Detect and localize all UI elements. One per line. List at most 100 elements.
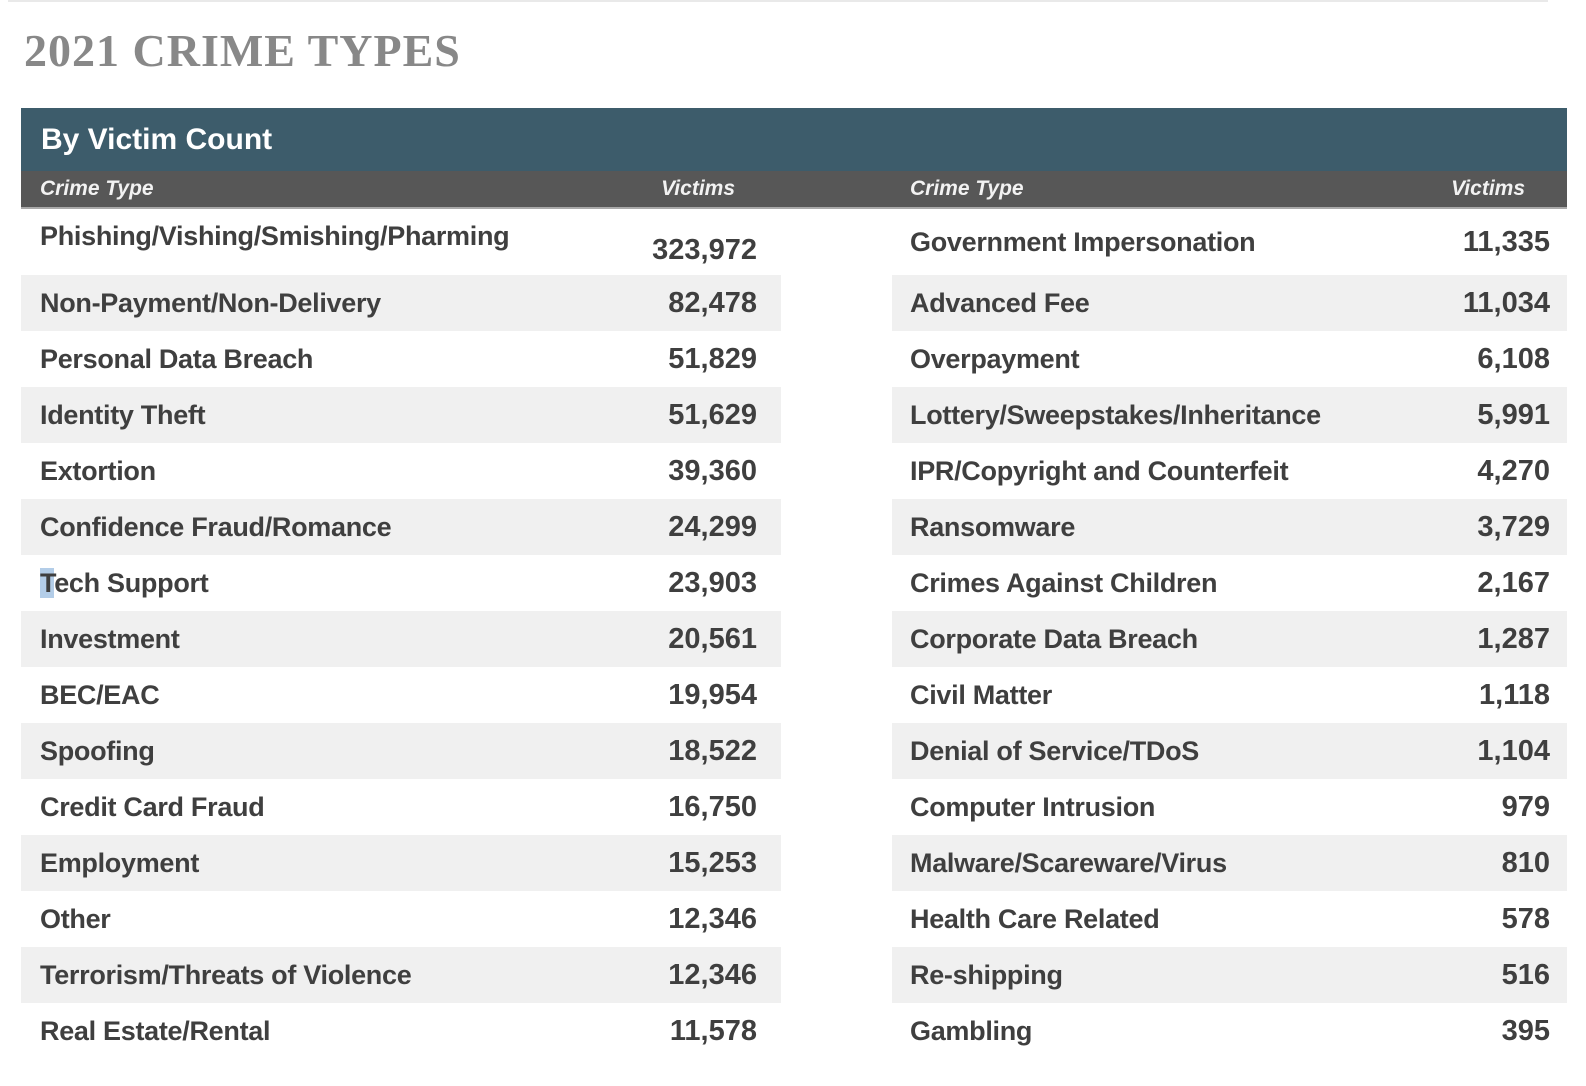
table-row: Phishing/Vishing/Smishing/Pharming 323,97… (21, 209, 781, 275)
table-row: Credit Card Fraud 16,750 (21, 779, 781, 835)
crime-type-label: Spoofing (40, 735, 155, 766)
table-row: Extortion 39,360 (21, 443, 781, 499)
crime-type-cell: Spoofing (21, 736, 668, 767)
crime-type-label: Re-shipping (910, 959, 1063, 990)
victims-cell: 18,522 (668, 734, 757, 767)
victims-cell: 5,991 (1477, 398, 1550, 431)
victims-cell: 11,578 (669, 1014, 757, 1047)
crime-type-label: Personal Data Breach (40, 343, 314, 374)
crime-type-cell: Ransomware (892, 512, 1477, 543)
table-row: Corporate Data Breach 1,287 (892, 611, 1567, 667)
crime-type-cell: Employment (21, 848, 668, 879)
crime-type-label: Investment (40, 623, 180, 654)
victim-count-table: By Victim Count Crime Type Victims Crime… (21, 108, 1567, 1059)
crime-type-label: Crimes Against Children (910, 567, 1218, 598)
victims-cell: 1,118 (1479, 678, 1550, 711)
crime-type-label: Ransomware (910, 511, 1076, 542)
victims-cell: 16,750 (668, 790, 757, 823)
table-row: Personal Data Breach 51,829 (21, 331, 781, 387)
crime-type-cell: Overpayment (892, 344, 1477, 375)
crime-type-label: Phishing/Vishing/Smishing/Pharming (40, 221, 510, 251)
table-row: Investment 20,561 (21, 611, 781, 667)
table-row: Overpayment 6,108 (892, 331, 1567, 387)
victims-cell: 11,034 (1462, 286, 1550, 319)
victims-cell: 979 (1501, 790, 1550, 823)
crime-type-cell: Re-shipping (892, 960, 1502, 991)
victims-cell: 20,561 (668, 622, 757, 655)
crime-type-cell: Civil Matter (892, 680, 1479, 711)
table-row: Advanced Fee 11,034 (892, 275, 1567, 331)
victims-cell: 2,167 (1477, 566, 1550, 599)
crime-type-label: Advanced Fee (910, 287, 1090, 318)
crime-type-label: Denial of Service/TDoS (910, 735, 1199, 766)
crime-type-label: Civil Matter (910, 679, 1052, 710)
victims-cell: 82,478 (668, 286, 757, 319)
table-row: Government Impersonation 11,335 (892, 209, 1567, 275)
column-header-right-half: Crime Type Victims (892, 177, 1567, 201)
crime-type-label: Confidence Fraud/Romance (40, 511, 392, 542)
table-row: Health Care Related 578 (892, 891, 1567, 947)
victims-cell: 23,903 (668, 566, 757, 599)
crime-type-cell: Credit Card Fraud (21, 792, 668, 823)
table-row: Confidence Fraud/Romance 24,299 (21, 499, 781, 555)
crime-table-right-body: Government Impersonation 11,335 Advanced F… (892, 209, 1567, 1059)
crime-type-cell: Malware/Scareware/Virus (892, 848, 1502, 879)
crime-type-label: Extortion (40, 455, 156, 486)
table-row: BEC/EAC 19,954 (21, 667, 781, 723)
crime-type-cell: Extortion (21, 456, 668, 487)
crime-type-label: Real Estate/Rental (40, 1015, 271, 1046)
crime-type-cell: Advanced Fee (892, 288, 1463, 319)
crime-type-label: Employment (40, 847, 200, 878)
column-header-crime-type: Crime Type (910, 177, 1024, 200)
victims-cell: 395 (1501, 1014, 1550, 1047)
table-row: Identity Theft 51,629 (21, 387, 781, 443)
crime-type-label: Government Impersonation (910, 226, 1256, 257)
crime-type-cell: Non-Payment/Non-Delivery (21, 288, 668, 319)
crime-type-cell: Denial of Service/TDoS (892, 736, 1477, 767)
victims-cell: 6,108 (1477, 342, 1550, 375)
table-row: Crimes Against Children 2,167 (892, 555, 1567, 611)
crime-type-cell: Health Care Related (892, 904, 1502, 935)
table-row: Employment 15,253 (21, 835, 781, 891)
table-row: Civil Matter 1,118 (892, 667, 1567, 723)
crime-type-cell: Crimes Against Children (892, 568, 1477, 599)
crime-type-label: Terrorism/Threats of Violence (40, 959, 412, 990)
victims-cell: 11,335 (1462, 225, 1550, 258)
crime-type-label: IPR/Copyright and Counterfeit (910, 455, 1289, 486)
crime-type-cell: Corporate Data Breach (892, 624, 1477, 655)
table-body: Phishing/Vishing/Smishing/Pharming 323,97… (21, 209, 1567, 1059)
crime-type-label: BEC/EAC (40, 679, 160, 710)
victims-cell: 39,360 (668, 454, 757, 487)
crime-type-cell: Terrorism/Threats of Violence (21, 960, 668, 991)
selected-text: T (40, 567, 55, 598)
crime-type-label: Corporate Data Breach (910, 623, 1198, 654)
crime-type-cell: Phishing/Vishing/Smishing/Pharming (21, 209, 652, 275)
victims-cell: 24,299 (668, 510, 757, 543)
crime-type-label: Overpayment (910, 343, 1080, 374)
column-header-crime-type: Crime Type (40, 177, 154, 200)
table-column-header-row: Crime Type Victims Crime Type Victims (21, 171, 1567, 209)
page-title: 2021 CRIME TYPES (24, 25, 461, 76)
crime-type-cell: Government Impersonation (892, 227, 1463, 258)
crime-type-cell: Gambling (892, 1016, 1502, 1047)
victims-cell: 3,729 (1477, 510, 1550, 543)
table-row: Re-shipping 516 (892, 947, 1567, 1003)
victims-cell: 51,629 (668, 398, 757, 431)
crime-type-label: Malware/Scareware/Virus (910, 847, 1227, 878)
crime-type-label: Credit Card Fraud (40, 791, 265, 822)
victims-cell: 810 (1501, 846, 1550, 879)
victims-cell: 323,972 (652, 234, 757, 266)
column-header-left-half: Crime Type Victims (21, 177, 781, 201)
crime-type-cell: IPR/Copyright and Counterfeit (892, 456, 1477, 487)
crime-type-cell: Investment (21, 624, 668, 655)
crime-type-label: Other (40, 903, 111, 934)
crime-type-label: Gambling (910, 1015, 1033, 1046)
column-header-victims: Victims (1451, 177, 1525, 200)
crime-type-cell: Confidence Fraud/Romance (21, 512, 668, 543)
table-row: Lottery/Sweepstakes/Inheritance 5,991 (892, 387, 1567, 443)
crime-type-cell: BEC/EAC (21, 680, 668, 711)
crime-type-cell: Lottery/Sweepstakes/Inheritance (892, 400, 1477, 431)
column-header-victims: Victims (661, 177, 735, 200)
crime-type-label: Identity Theft (40, 399, 206, 430)
